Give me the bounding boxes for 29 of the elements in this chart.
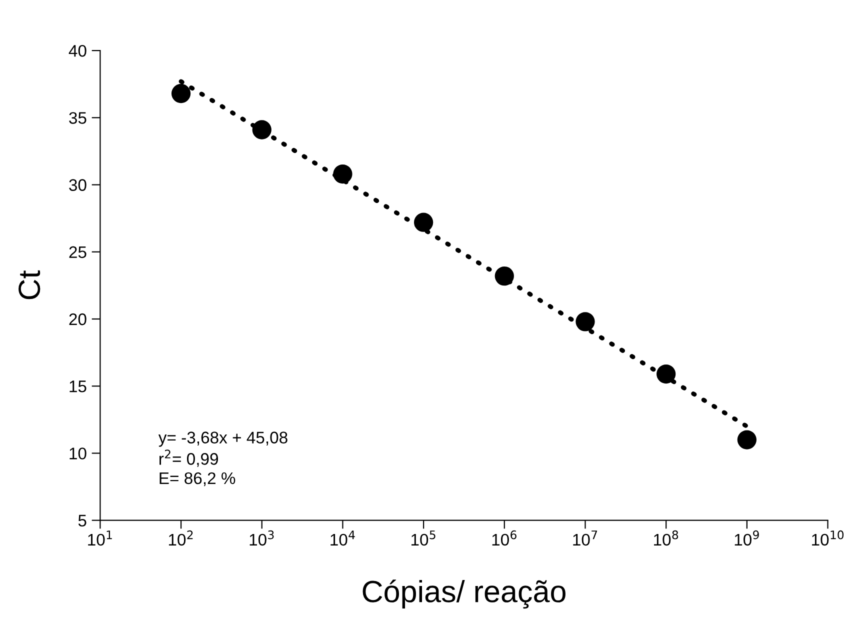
point bbox=[737, 430, 757, 450]
y-tick-label: 5 bbox=[78, 514, 86, 527]
y-tick-label: 25 bbox=[69, 246, 86, 258]
x-tick-label: 10$^{2}$ bbox=[168, 530, 193, 546]
x-tick-label: 10$^{5}$ bbox=[411, 530, 436, 546]
x-axis-title: Cópias/ reação bbox=[362, 580, 566, 609]
point bbox=[171, 84, 191, 104]
y-tick-label: 20 bbox=[69, 313, 86, 326]
x-tick-label: 10$^{4}$ bbox=[330, 530, 355, 546]
x-tick-label: 10$^{10}$ bbox=[812, 530, 844, 546]
point bbox=[576, 312, 595, 332]
x-tick-label: 10$^{1}$ bbox=[88, 530, 112, 546]
y-tick-label: 35 bbox=[69, 112, 86, 124]
y-tick-label: 30 bbox=[69, 179, 86, 191]
x-tick-label: 10$^{3}$ bbox=[250, 530, 274, 546]
y-tick-label: 10 bbox=[70, 448, 86, 460]
x-tick-label: 10$^{9}$ bbox=[734, 530, 759, 546]
y-tick-label: 40 bbox=[68, 44, 86, 57]
point bbox=[333, 164, 352, 184]
x-tick-label: 10$^{6}$ bbox=[492, 530, 516, 546]
point bbox=[252, 120, 272, 140]
y-tick-label: 15 bbox=[70, 380, 86, 392]
x-tick-label: 10$^{7}$ bbox=[573, 530, 598, 546]
y-axis-title: Ct bbox=[18, 270, 40, 300]
point bbox=[656, 364, 676, 384]
x-tick-label: 10$^{8}$ bbox=[654, 530, 678, 546]
point bbox=[494, 266, 514, 286]
point bbox=[414, 212, 434, 232]
annotation: y= -3,68x + 45,08 r$^{2}$= 0,99 E= 86,2 % bbox=[158, 432, 288, 486]
